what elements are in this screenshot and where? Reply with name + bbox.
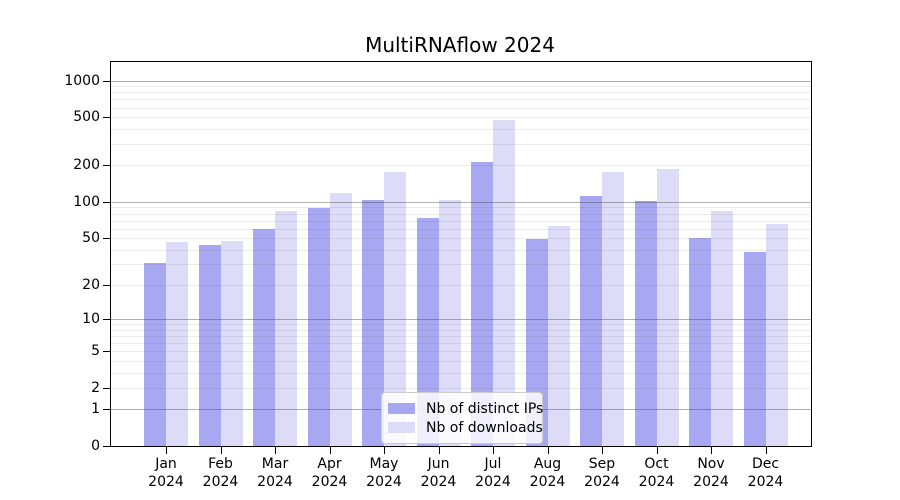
bar-downloads-may — [384, 172, 406, 446]
bar-downloads-jul — [493, 120, 515, 446]
bar-ips-sep — [580, 195, 602, 446]
y-tick-200 — [103, 165, 111, 167]
legend-label-distinct-ips: Nb of distinct IPs — [426, 400, 544, 417]
y-tick-1 — [103, 409, 111, 411]
bar-ips-feb — [198, 244, 221, 446]
y-tick-0 — [103, 446, 111, 447]
bar-downloads-apr — [329, 193, 352, 446]
x-tick-label-nov: Nov 2024 — [693, 456, 729, 490]
x-tick-label-apr: Apr 2024 — [311, 456, 348, 490]
x-tick-nov — [711, 446, 712, 454]
y-tick-100 — [103, 201, 111, 203]
bar-downloads-oct — [656, 169, 679, 446]
x-tick-oct — [656, 446, 658, 454]
y-tick-label-1000: 1000 — [64, 72, 100, 89]
legend-swatch-downloads-icon — [388, 422, 415, 433]
x-tick-label-jan: Jan 2024 — [148, 456, 184, 490]
y-tick-label-200: 200 — [73, 157, 100, 174]
legend-item-downloads: Nb of downloads — [388, 418, 543, 437]
x-tick-label-aug: Aug 2024 — [529, 456, 566, 490]
bar-downloads-jan — [166, 242, 188, 446]
y-tick-label-50: 50 — [82, 230, 100, 247]
bar-ips-may — [362, 200, 384, 446]
y-tick-20 — [103, 284, 111, 286]
bar-ips-nov — [689, 238, 711, 446]
x-tick-sep — [602, 446, 603, 454]
x-tick-may — [384, 446, 385, 454]
x-tick-dec — [765, 446, 767, 454]
y-tick-50 — [103, 238, 111, 240]
legend-item-distinct-ips: Nb of distinct IPs — [388, 399, 543, 418]
bar-ips-apr — [307, 207, 330, 446]
x-tick-label-sep: Sep 2024 — [584, 456, 620, 490]
x-tick-apr — [329, 446, 331, 454]
x-tick-label-dec: Dec 2024 — [747, 456, 784, 490]
x-tick-label-feb: Feb 2024 — [202, 456, 239, 490]
plot-area: 0 1 2 5 10 20 50 100 200 500 1000 Jan 2024 Feb 2024 Mar… — [64, 61, 812, 490]
x-tick-label-jun: Jun 2024 — [420, 456, 457, 490]
y-tick-2 — [103, 387, 111, 389]
bar-downloads-aug — [547, 226, 570, 446]
axes-layer: 0 1 2 5 10 20 50 100 200 500 1000 Jan 2024 Feb 2024 Mar… — [64, 62, 811, 490]
x-tick-jul — [493, 446, 494, 454]
x-tick-jan — [166, 446, 167, 454]
bar-ips-jul — [471, 161, 493, 446]
bar-downloads-mar — [275, 210, 297, 446]
x-tick-label-mar: Mar 2024 — [257, 456, 293, 490]
bar-ips-oct — [634, 201, 657, 446]
x-tick-label-oct: Oct 2024 — [638, 456, 675, 490]
bar-ips-jan — [144, 262, 166, 446]
bar-downloads-dec — [765, 223, 788, 446]
x-tick-mar — [275, 446, 276, 454]
bar-ips-dec — [743, 252, 766, 446]
y-tick-label-100: 100 — [73, 193, 100, 210]
bar-downloads-sep — [602, 171, 624, 446]
legend-swatch-distinct-ips-icon — [388, 403, 415, 414]
y-tick-label-1: 1 — [91, 401, 100, 418]
chart-title: MultiRNAflow 2024 — [365, 33, 555, 57]
bars-layer — [111, 62, 811, 446]
y-tick-label-500: 500 — [73, 109, 100, 126]
x-tick-label-may: May 2024 — [366, 456, 402, 490]
x-tick-label-jul: Jul 2024 — [475, 456, 511, 490]
bar-ips-mar — [253, 229, 275, 446]
x-tick-aug — [547, 446, 549, 454]
legend: Nb of distinct IPs Nb of downloads — [381, 392, 543, 444]
y-tick-10 — [103, 319, 111, 321]
y-tick-1000 — [103, 80, 111, 82]
y-tick-label-0: 0 — [91, 438, 100, 454]
x-tick-feb — [220, 446, 222, 454]
y-tick-500 — [103, 117, 111, 119]
y-tick-label-10: 10 — [82, 311, 100, 328]
bar-downloads-jun — [438, 199, 461, 446]
y-tick-5 — [103, 351, 111, 353]
legend-label-downloads: Nb of downloads — [426, 419, 543, 436]
x-tick-jun — [438, 446, 440, 454]
bar-downloads-nov — [711, 210, 733, 446]
y-tick-label-5: 5 — [91, 343, 100, 360]
bar-downloads-feb — [220, 241, 243, 446]
y-tick-label-20: 20 — [82, 276, 100, 293]
bar-ips-jun — [416, 218, 439, 446]
y-tick-label-2: 2 — [91, 379, 100, 396]
